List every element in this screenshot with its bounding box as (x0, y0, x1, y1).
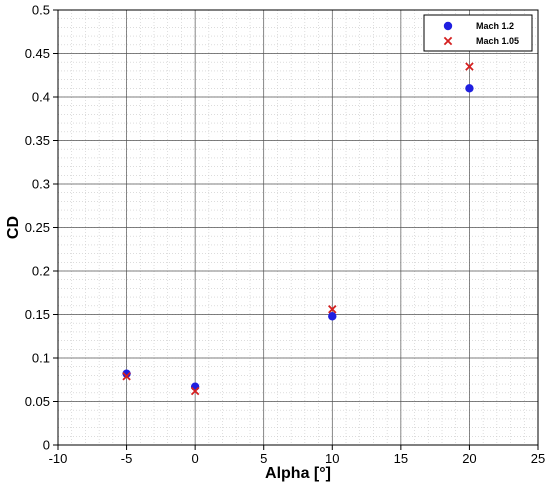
mach-1-05-point (122, 372, 131, 381)
y-axis-ticks: 0 0.05 0.1 0.15 0.2 0.25 0.3 0.35 0.4 0.45 0.5 (25, 3, 58, 453)
mach-1-05-point (465, 62, 474, 71)
mach-1-2-point (122, 369, 131, 378)
y-tick-label: 0.3 (32, 177, 50, 192)
legend-box (423, 14, 533, 52)
legend-label: Mach 1.05 (476, 36, 519, 46)
x-tick-label: 10 (325, 451, 339, 466)
legend-marker (443, 21, 453, 31)
legend-label: Mach 1.2 (476, 21, 514, 31)
y-tick-label: 0.15 (25, 307, 50, 322)
x-tick-label: -5 (121, 451, 133, 466)
y-tick-label: 0.35 (25, 133, 50, 148)
y-tick-label: 0.05 (25, 394, 50, 409)
mach-1-05-point (328, 305, 337, 314)
y-tick-label: 0.45 (25, 46, 50, 61)
y-tick-label: 0.5 (32, 3, 50, 18)
mach-1-2-point (465, 84, 474, 93)
mach-1-2-point (328, 312, 337, 321)
mach-1-2-point (190, 382, 200, 391)
y-tick-label: 0.2 (32, 264, 50, 279)
legend-marker (443, 36, 453, 46)
legend: Mach 1.2 Mach 1.05 (423, 14, 533, 52)
y-tick-label: 0 (43, 438, 50, 453)
x-tick-label: 15 (394, 451, 408, 466)
x-tick-label: 25 (531, 451, 545, 466)
x-axis-title: Alpha [°] (265, 465, 331, 482)
x-tick-label: -10 (49, 451, 68, 466)
legend-items: Mach 1.2 Mach 1.05 (443, 21, 519, 46)
x-tick-label: 5 (260, 451, 267, 466)
x-tick-label: 20 (462, 451, 476, 466)
data-points (122, 62, 474, 396)
y-tick-label: 0.25 (25, 220, 50, 235)
y-tick-label: 0.4 (32, 90, 50, 105)
x-axis-ticks: -10 -5 0 5 10 15 20 25 (49, 445, 545, 466)
y-tick-label: 0.1 (32, 351, 50, 366)
mach-1-05-point (190, 386, 200, 396)
x-tick-label: 0 (192, 451, 199, 466)
y-axis-title: CD (5, 216, 22, 239)
